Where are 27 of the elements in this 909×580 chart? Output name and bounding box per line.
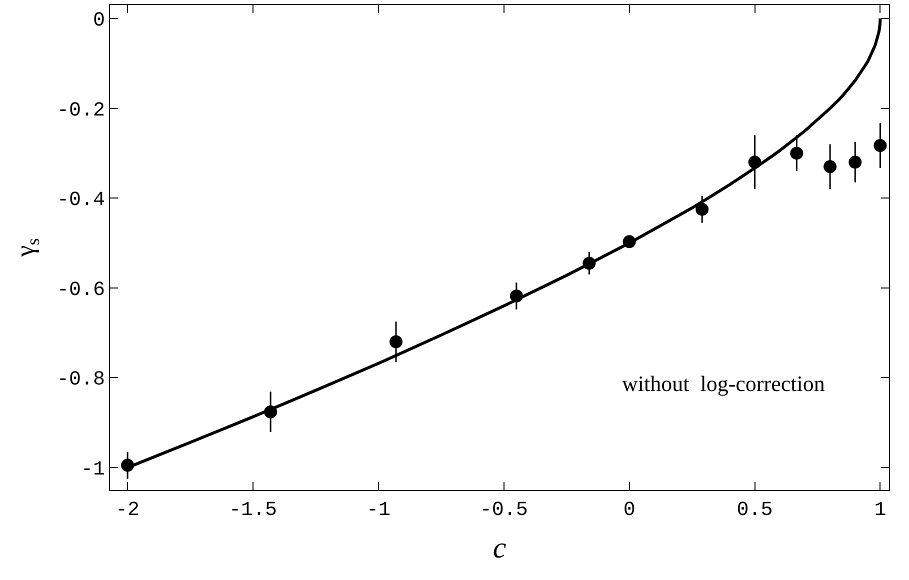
point	[582, 256, 596, 270]
x-tick-label: -2	[116, 499, 140, 522]
point	[696, 202, 709, 216]
point	[874, 139, 887, 152]
x-tick-label: -1	[366, 499, 390, 522]
point	[264, 405, 278, 418]
point	[790, 146, 804, 160]
x-tick-label: 0.5	[736, 499, 773, 522]
point	[510, 290, 523, 302]
x-tick-label: 0	[623, 499, 636, 522]
y-tick-label: -0.8	[56, 368, 105, 392]
point	[121, 458, 134, 472]
annotation: without log-correction	[622, 371, 825, 396]
point	[390, 335, 403, 348]
y-tick-label: -1	[80, 458, 105, 482]
x-axis-title: c	[492, 532, 506, 564]
x-tick-label: 1	[874, 499, 886, 522]
y-tick-label: -0.6	[56, 278, 105, 302]
x-tick-label: -0.5	[480, 499, 528, 522]
y-tick-label: -0.2	[56, 99, 105, 122]
x-tick-label: -1.5	[228, 499, 278, 522]
point	[748, 156, 762, 169]
y-tick-label: -0.4	[56, 189, 105, 212]
point	[848, 156, 862, 169]
point	[622, 235, 636, 248]
point	[824, 160, 837, 174]
y-tick-label: 0	[92, 9, 105, 32]
